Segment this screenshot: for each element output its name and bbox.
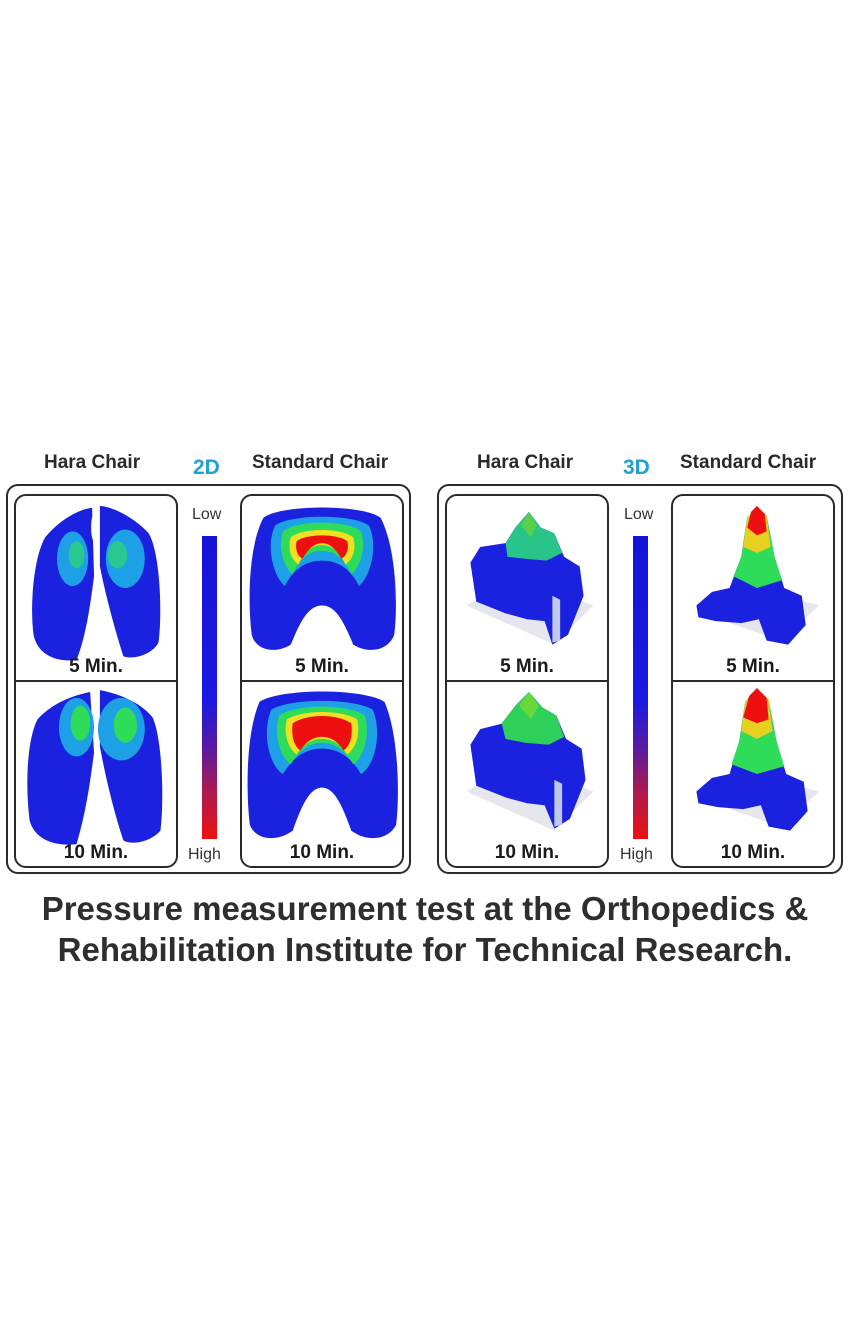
hara-3d-10min-surface xyxy=(466,692,594,831)
standard-3d-10min-surface xyxy=(696,688,820,831)
standard-3d-10min: 10 Min. xyxy=(673,682,833,866)
standard-2d-10min: 10 Min. xyxy=(242,682,402,866)
hara-2d-5min-map xyxy=(32,506,161,661)
standard-2d-5min: 5 Min. xyxy=(242,496,402,680)
mode-label-2d: 2D xyxy=(193,456,220,479)
caption-line-2: Rehabilitation Institute for Technical R… xyxy=(57,931,793,968)
scale-high-label-2d: High xyxy=(188,846,221,863)
standard-3d-5min-surface xyxy=(696,506,820,645)
hara-2d-5min: 5 Min. xyxy=(16,496,176,680)
pressure-scale-bar-2d xyxy=(202,536,217,839)
caption-standard-3d-10min: 10 Min. xyxy=(720,842,786,863)
scale-low-label-2d: Low xyxy=(192,506,222,523)
divider xyxy=(673,680,833,682)
caption-hara-2d-5min: 5 Min. xyxy=(69,656,123,677)
standard-chair-label-3d: Standard Chair xyxy=(680,452,817,473)
divider xyxy=(16,680,176,682)
caption-standard-2d-10min: 10 Min. xyxy=(289,842,355,863)
hara-2d-10min-map xyxy=(27,690,163,845)
figure-caption: Pressure measurement test at the Orthope… xyxy=(0,888,850,970)
scale-low-label-3d: Low xyxy=(624,506,654,523)
hara-3d-5min-surface xyxy=(466,511,594,645)
hara-2d-10min: 10 Min. xyxy=(16,682,176,866)
standard-3d-5min: 5 Min. xyxy=(673,496,833,680)
hara-3d-5min: 5 Min. xyxy=(447,496,607,680)
divider xyxy=(447,680,607,682)
hara-3d-10min: 10 Min. xyxy=(447,682,607,866)
caption-hara-3d-5min: 5 Min. xyxy=(500,656,554,677)
standard-2d-5min-map xyxy=(249,507,396,650)
caption-standard-3d-5min: 5 Min. xyxy=(726,656,780,677)
caption-line-1: Pressure measurement test at the Orthope… xyxy=(41,890,809,927)
divider xyxy=(242,680,402,682)
standard-3d-box: 5 Min. 10 Min. xyxy=(671,494,835,868)
standard-2d-10min-map xyxy=(247,691,398,839)
pressure-scale-bar-3d xyxy=(633,536,648,839)
caption-hara-3d-10min: 10 Min. xyxy=(494,842,560,863)
hara-chair-label-2d: Hara Chair xyxy=(44,452,141,473)
caption-hara-2d-10min: 10 Min. xyxy=(63,842,129,863)
scale-high-label-3d: High xyxy=(620,846,653,863)
hara-2d-box: 5 Min. 10 Min. xyxy=(14,494,178,868)
hara-chair-label-3d: Hara Chair xyxy=(477,452,574,473)
standard-chair-label-2d: Standard Chair xyxy=(252,452,389,473)
mode-label-3d: 3D xyxy=(623,456,650,479)
standard-2d-box: 5 Min. 10 Min. xyxy=(240,494,404,868)
caption-standard-2d-5min: 5 Min. xyxy=(295,656,349,677)
hara-3d-box: 5 Min. 10 Min. xyxy=(445,494,609,868)
